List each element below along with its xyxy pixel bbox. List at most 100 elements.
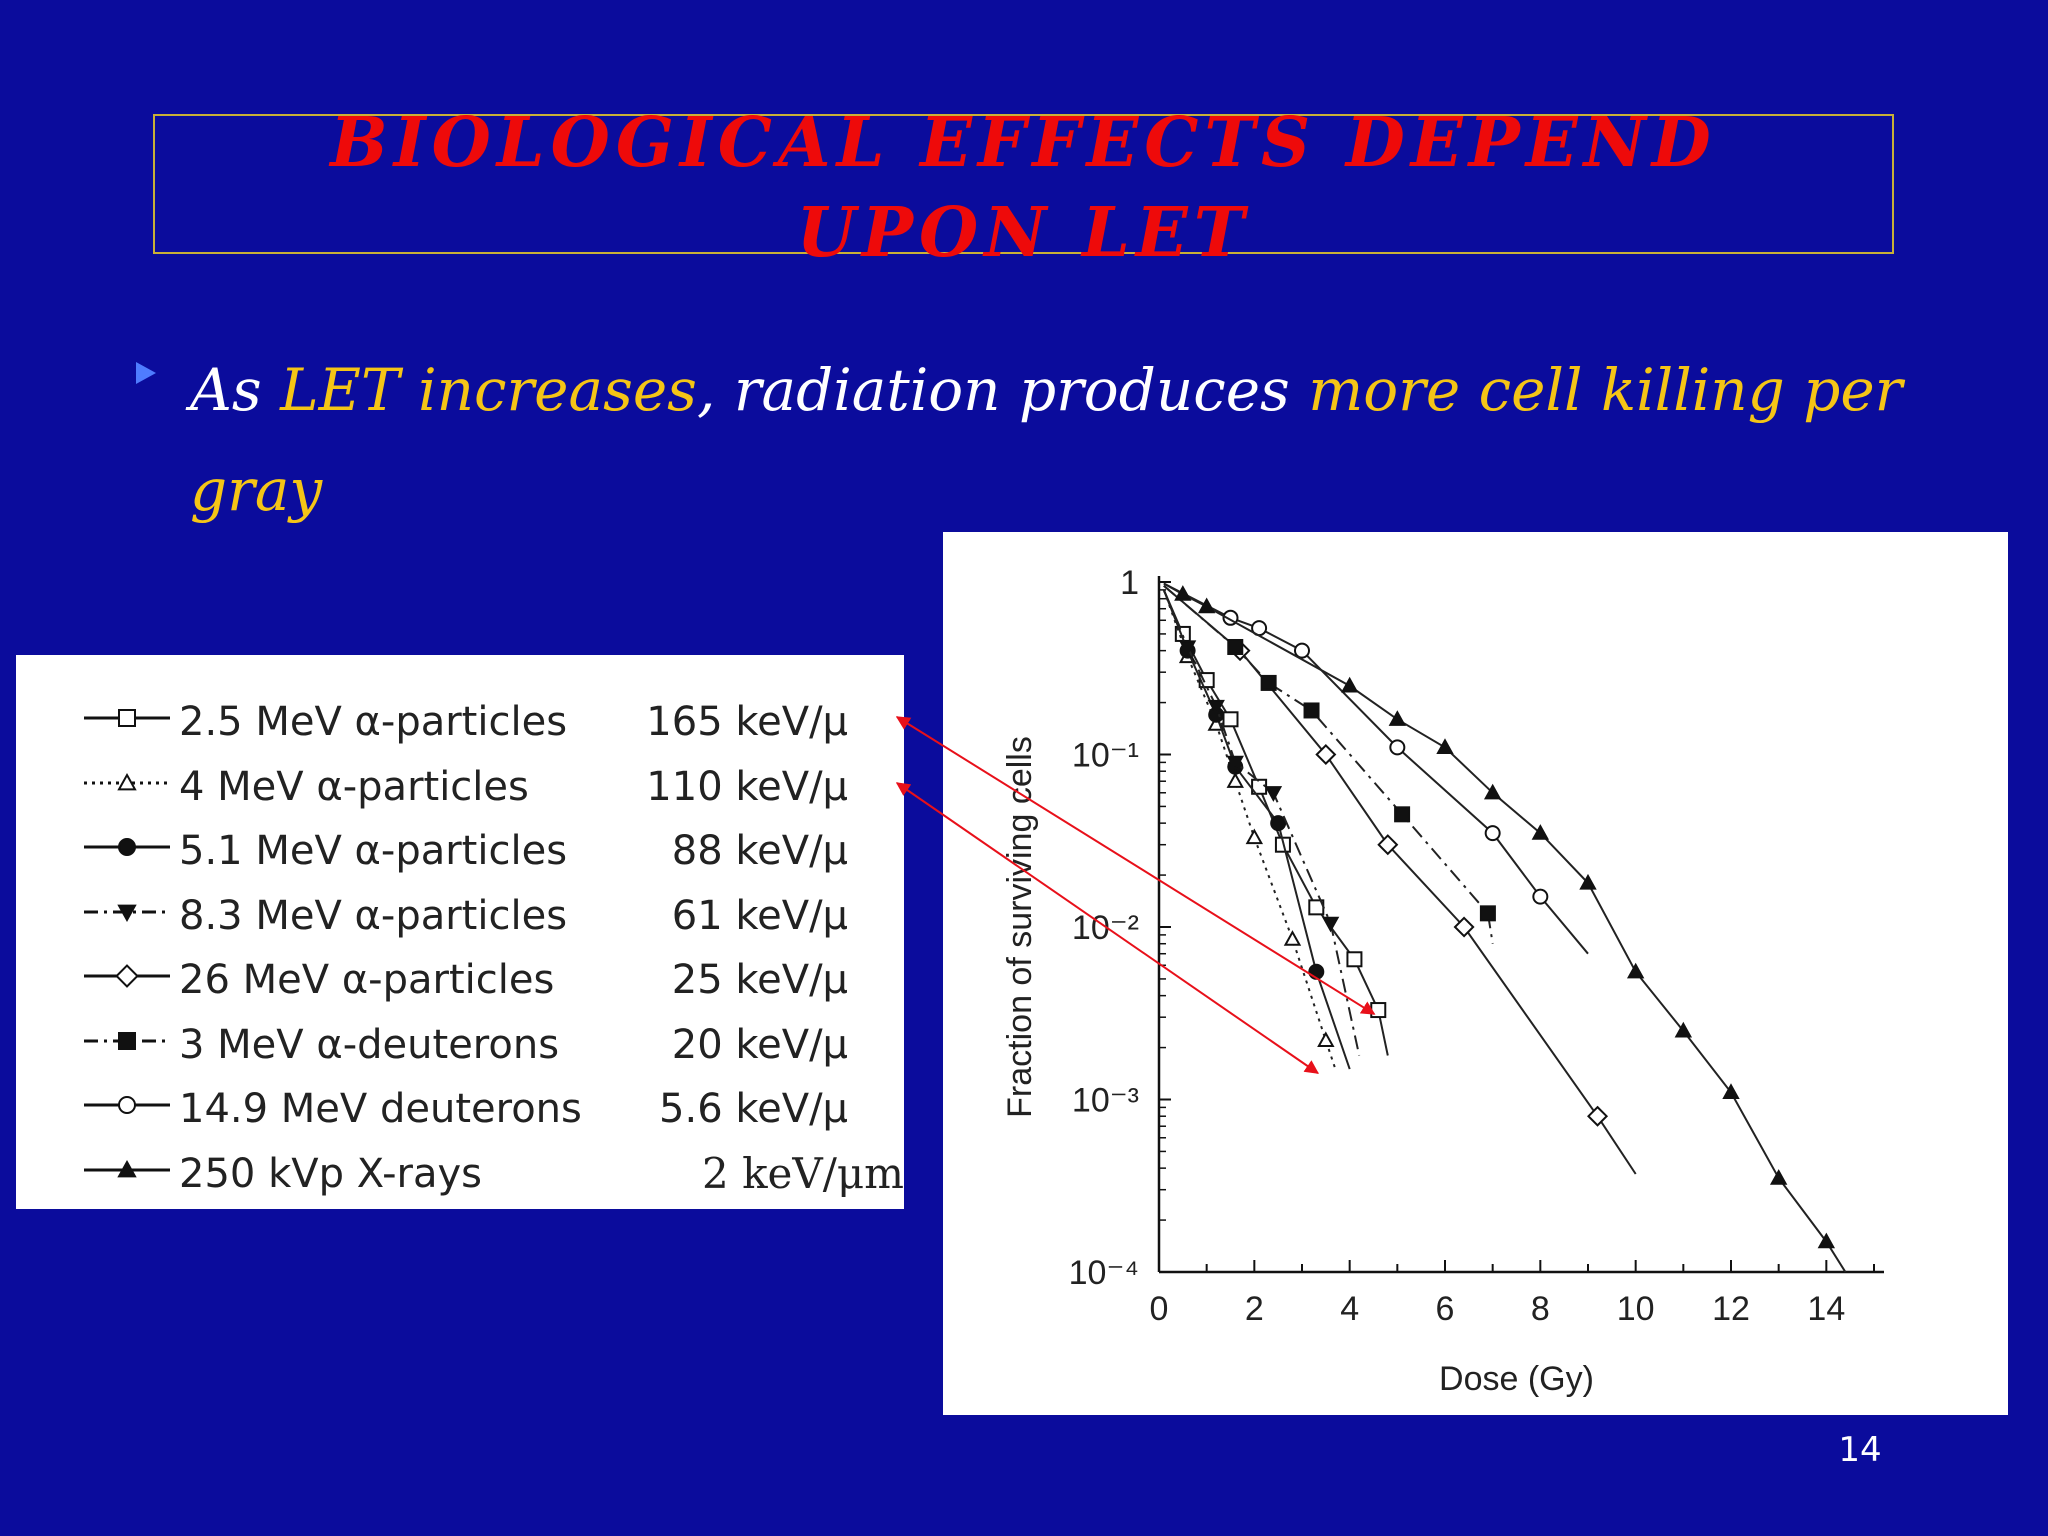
x-tick-label: 14 (1807, 1290, 1845, 1328)
data-point (1674, 1021, 1693, 1038)
data-point (1389, 739, 1406, 756)
y-tick-label: 1 (1120, 564, 1139, 602)
data-point (1222, 711, 1239, 728)
data-point (1769, 1169, 1788, 1185)
legend-symbol (84, 964, 170, 988)
data-point (1453, 916, 1475, 938)
legend-label: 5.1 MeV α-particles (179, 828, 568, 874)
legend-let-value: 5.6 keV/μ (659, 1086, 848, 1132)
bullet-highlight-killing: more cell killing per gray (190, 356, 1903, 524)
data-point (1178, 640, 1197, 657)
legend-symbol (84, 904, 170, 922)
bullet-text-1: As (190, 356, 281, 424)
data-point (1479, 905, 1496, 922)
legend-let-value: 25 keV/μ (671, 957, 848, 1003)
data-point (1294, 642, 1310, 659)
legend-row: 8.3 MeV α-particles 61 keV/μ (16, 886, 904, 946)
x-tick-label: 12 (1712, 1290, 1750, 1328)
legend-label: 3 MeV α-deuterons (179, 1021, 560, 1068)
legend-symbol (84, 709, 170, 727)
legend-row: 14.9 MeV deuterons 5.6 keV/μ (16, 1079, 904, 1139)
data-point (1340, 676, 1359, 693)
legend-row: 26 MeV α-particles 25 keV/μ (16, 950, 904, 1010)
data-point (1346, 951, 1363, 968)
data-point (1260, 674, 1277, 691)
data-point (1303, 702, 1320, 719)
x-axis-label: Dose (Gy) (1439, 1360, 1594, 1398)
data-point (1264, 786, 1283, 802)
legend-row: 2.5 MeV α-particles 165 keV/μ (16, 692, 904, 752)
y-tick-label: 10⁻⁴ (1069, 1254, 1139, 1292)
legend-marker (118, 709, 136, 727)
survival-chart: 0 2 4 6 8 10 12 14 1 10⁻¹ 10⁻² 10⁻³ 10⁻⁴ Dose (Gy) Fra… (1001, 564, 1884, 1398)
data-point (1283, 930, 1302, 946)
legend-marker (117, 904, 137, 922)
legend-let-value: 165 keV/μ (646, 699, 848, 745)
data-point (1377, 834, 1399, 856)
data-point (1388, 710, 1407, 726)
data-point (1532, 888, 1549, 905)
data-point (1722, 1083, 1740, 1099)
data-point (1436, 738, 1454, 754)
legend-label: 14.9 MeV deuterons (179, 1086, 582, 1132)
series-group (1162, 589, 1351, 1070)
x-tick-label: 4 (1340, 1290, 1359, 1328)
bullet-arrow-icon (136, 362, 156, 384)
legend-label: 250 kVp X-rays (179, 1150, 483, 1197)
legend-let-value: 88 keV/μ (671, 828, 848, 874)
series-group (1163, 582, 1847, 1273)
x-tick-label: 8 (1531, 1290, 1550, 1328)
series-line (1163, 585, 1637, 1175)
y-tick-label: 10⁻³ (1072, 1082, 1139, 1120)
title-frame (153, 114, 1894, 254)
data-point (1226, 772, 1244, 788)
legend-symbol (84, 1096, 170, 1114)
legend-label: 26 MeV α-particles (179, 957, 555, 1003)
y-tick-label: 10⁻¹ (1072, 737, 1139, 775)
data-point (1245, 828, 1264, 845)
page-number: 14 (1838, 1430, 1882, 1470)
legend-row: 4 MeV α-particles 110 keV/μ (16, 757, 904, 817)
data-point (1174, 585, 1192, 601)
slide-title: BIOLOGICAL EFFECTS DEPEND UPON LET (153, 98, 1894, 278)
legend-panel: 2.5 MeV α-particles 165 keV/μ 4 MeV α-part… (16, 655, 904, 1209)
legend-let-value: 20 keV/μ (671, 1021, 848, 1068)
data-point (1317, 1031, 1335, 1048)
series-line (1163, 585, 1494, 944)
x-tick-label: 6 (1436, 1290, 1455, 1328)
data-point (1370, 1002, 1387, 1019)
series-group (1163, 585, 1496, 944)
legend-let-value: 61 keV/μ (671, 892, 848, 939)
data-point (1270, 815, 1287, 832)
data-point (1308, 963, 1325, 980)
legend-marker (118, 1031, 136, 1050)
legend-symbol (84, 838, 170, 856)
legend-label: 8.3 MeV α-particles (179, 892, 568, 939)
legend-row: 3 MeV α-deuterons 20 keV/μ (16, 1015, 904, 1075)
legend-let-value: 2 keV/μm (702, 1148, 904, 1198)
bullet-highlight-let: LET increases (280, 356, 697, 424)
legend-row: 5.1 MeV α-particles 88 keV/μ (16, 821, 904, 881)
bullet-point: As LET increases, radiation produces mor… (190, 340, 1910, 540)
data-point (1817, 1232, 1836, 1249)
legend-marker (118, 1096, 136, 1114)
legend-symbol (84, 1159, 170, 1177)
x-tick-label: 0 (1150, 1290, 1169, 1328)
y-tick-label: 10⁻² (1072, 909, 1139, 947)
series-line (1162, 589, 1351, 1070)
title-line-1: BIOLOGICAL EFFECTS DEPEND (330, 103, 1717, 183)
legend-marker (118, 838, 136, 856)
series-group (1163, 585, 1637, 1175)
legend-marker (117, 1159, 137, 1177)
data-point (1321, 916, 1340, 933)
data-point (1531, 824, 1550, 840)
data-point (1626, 962, 1645, 979)
legend-marker (117, 772, 137, 790)
legend-row: 250 kVp X-rays 2 keV/μm (16, 1144, 904, 1204)
legend-label: 4 MeV α-particles (179, 763, 529, 810)
data-point (1197, 597, 1216, 614)
y-axis-label: Fraction of surviving cells (1001, 736, 1039, 1118)
legend-symbol (84, 1031, 170, 1050)
data-point (1483, 783, 1502, 800)
data-point (1207, 699, 1225, 716)
